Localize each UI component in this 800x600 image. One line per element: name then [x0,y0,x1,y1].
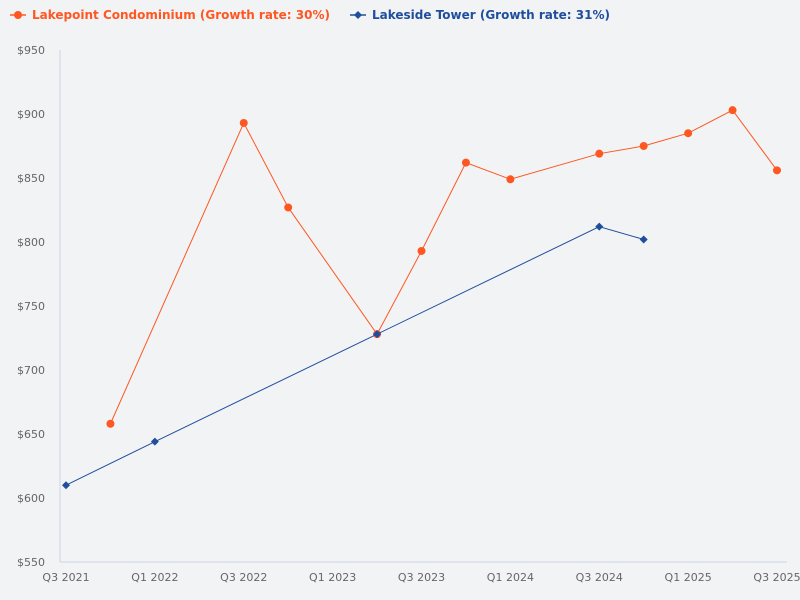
series-line [109,109,778,424]
y-tick-label: $900 [17,108,45,121]
data-point-circle[interactable] [728,106,737,115]
data-point-circle[interactable] [461,158,470,167]
data-point-diamond[interactable] [150,437,159,446]
chart-legend: Lakepoint Condominium (Growth rate: 30%)… [10,8,610,22]
chart-series [62,106,781,490]
y-tick-label: $550 [17,556,45,569]
data-point-circle[interactable] [284,203,293,212]
diamond-marker-icon [349,11,366,19]
data-point-diamond[interactable] [62,481,70,490]
x-tick-label: Q1 2025 [665,571,712,584]
data-point-diamond[interactable] [373,330,382,339]
data-point-circle[interactable] [239,118,248,127]
data-point-circle[interactable] [595,149,604,158]
x-tick-label: Q3 2025 [753,571,800,584]
data-point-circle[interactable] [417,246,426,255]
series-line [65,226,644,486]
data-point-diamond[interactable] [595,222,604,231]
series-lakeside [62,222,648,490]
data-point-circle[interactable] [506,175,515,184]
x-tick-label: Q3 2021 [42,571,89,584]
x-tick-label: Q1 2023 [309,571,356,584]
y-tick-label: $750 [17,300,45,313]
data-point-circle[interactable] [639,142,648,150]
y-tick-label: $950 [17,44,45,57]
y-tick-label: $850 [17,172,45,185]
y-tick-label: $600 [17,492,45,505]
x-tick-label: Q3 2022 [220,571,267,584]
chart-axes: $550 $600 $650 $700 $750 $800 $850 $900 $950 Q3 2… [17,44,800,584]
x-tick-label: Q1 2024 [487,571,534,584]
y-tick-label: $800 [17,236,45,249]
y-tick-label: $700 [17,364,45,377]
data-point-circle[interactable] [773,166,781,175]
data-point-circle[interactable] [684,129,693,138]
circle-marker-icon [10,11,26,19]
data-point-diamond[interactable] [639,235,648,244]
x-tick-label: Q3 2023 [398,571,445,584]
x-tick-label: Q3 2024 [576,571,623,584]
y-tick-label: $650 [17,428,45,441]
legend-item-lakeside[interactable]: Lakeside Tower (Growth rate: 31%) [349,8,610,22]
data-point-circle[interactable] [106,419,115,428]
legend-item-lakepoint[interactable]: Lakepoint Condominium (Growth rate: 30%) [10,8,330,22]
legend-label-lakeside: Lakeside Tower (Growth rate: 31%) [371,8,610,22]
legend-label-lakepoint: Lakepoint Condominium (Growth rate: 30%) [32,8,330,22]
series-lakepoint [106,106,781,428]
x-tick-label: Q1 2022 [131,571,178,584]
